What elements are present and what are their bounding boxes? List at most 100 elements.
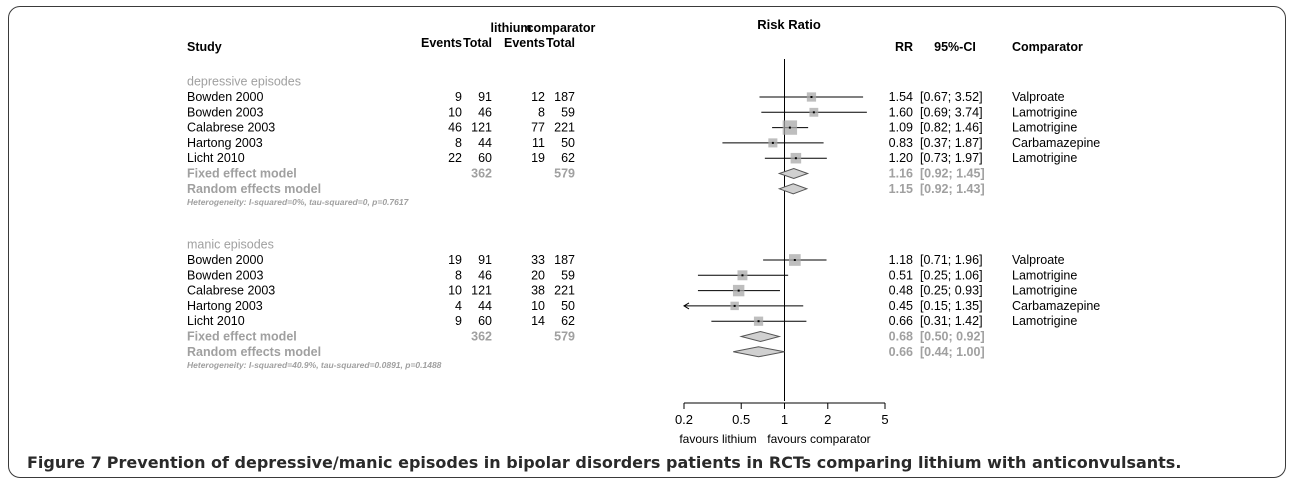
manic-2-total-comparator: 221 — [554, 284, 575, 298]
depressive-4-total-comparator: 62 — [561, 151, 575, 165]
depressive-heterogeneity: Heterogeneity: I-squared=0%, tau-squared… — [187, 197, 410, 207]
caption-text: Prevention of depressive/manic episodes … — [106, 453, 1182, 472]
manic-4-study: Licht 2010 — [187, 314, 245, 328]
manic-3-events-comparator: 10 — [531, 299, 545, 313]
depressive-4-comparator: Lamotrigine — [1012, 151, 1077, 165]
depressive-2-study: Calabrese 2003 — [187, 121, 275, 135]
depressive-1-events-comparator: 8 — [538, 105, 545, 119]
depressive-random-rr: 1.15 — [889, 182, 913, 196]
depressive-fixed-ci: [0.92; 1.45] — [920, 167, 985, 181]
manic-0-events-lithium: 19 — [448, 253, 462, 267]
depressive-4-study: Licht 2010 — [187, 151, 245, 165]
manic-1-rr: 0.51 — [889, 268, 913, 282]
header-events-lithium: Events — [421, 36, 462, 50]
manic-2-study: Calabrese 2003 — [187, 284, 275, 298]
header-rr: RR — [895, 40, 913, 54]
manic-4-rr: 0.66 — [889, 314, 913, 328]
depressive-0-total-comparator: 187 — [554, 90, 575, 104]
manic-3-total-lithium: 44 — [478, 299, 492, 313]
x-tick-label-2: 1 — [781, 412, 788, 427]
depressive-2-point — [788, 126, 791, 129]
depressive-4-ci: [0.73; 1.97] — [920, 151, 983, 165]
manic-3-comparator: Carbamazepine — [1012, 299, 1100, 313]
figure-frame: lithium comparator Risk Ratio Study Events To… — [8, 6, 1286, 478]
manic-0-point — [793, 259, 796, 261]
manic-1-total-comparator: 59 — [561, 268, 575, 282]
manic-4-events-comparator: 14 — [531, 314, 545, 328]
manic-0-events-comparator: 33 — [531, 253, 545, 267]
depressive-4-events-lithium: 22 — [448, 151, 462, 165]
depressive-4-events-comparator: 19 — [531, 151, 545, 165]
manic-random-label: Random effects model — [187, 345, 321, 359]
manic-4-events-lithium: 9 — [455, 314, 462, 328]
manic-3-ci: [0.15; 1.35] — [920, 299, 983, 313]
depressive-fixed-label: Fixed effect model — [187, 167, 297, 181]
depressive-random-ci: [0.92; 1.43] — [920, 182, 985, 196]
depressive-1-events-lithium: 10 — [448, 105, 462, 119]
header-total-comparator: Total — [546, 36, 575, 50]
depressive-fixed-total-comparator: 579 — [554, 167, 575, 181]
manic-3-ci-arrow — [683, 302, 690, 310]
depressive-2-total-comparator: 221 — [554, 121, 575, 135]
manic-1-study: Bowden 2003 — [187, 268, 264, 282]
manic-1-point — [741, 274, 744, 277]
header-comparator-col: Comparator — [1012, 40, 1083, 54]
manic-0-study: Bowden 2000 — [187, 253, 264, 267]
manic-fixed-diamond — [739, 330, 782, 343]
depressive-2-ci: [0.82; 1.46] — [920, 121, 983, 135]
header-ci: 95%-CI — [934, 40, 976, 54]
depressive-3-study: Hartong 2003 — [187, 136, 263, 150]
x-tick-label-0: 0.2 — [675, 412, 693, 427]
depressive-3-ci: [0.37; 1.87] — [920, 136, 983, 150]
manic-2-ci: [0.25; 0.93] — [920, 284, 983, 298]
depressive-3-total-lithium: 44 — [478, 136, 492, 150]
manic-0-total-lithium: 91 — [478, 253, 492, 267]
depressive-3-total-comparator: 50 — [561, 136, 575, 150]
manic-1-comparator: Lamotrigine — [1012, 268, 1077, 282]
manic-2-total-lithium: 121 — [471, 284, 492, 298]
manic-2-events-lithium: 10 — [448, 284, 462, 298]
manic-fixed-rr: 0.68 — [889, 330, 913, 344]
manic-subgroup-title: manic episodes — [187, 238, 274, 252]
manic-2-events-comparator: 38 — [531, 284, 545, 298]
depressive-0-comparator: Valproate — [1012, 90, 1065, 104]
depressive-3-events-lithium: 8 — [455, 136, 462, 150]
depressive-1-point — [812, 111, 815, 114]
header-study: Study — [187, 40, 222, 54]
manic-3-events-lithium: 4 — [455, 299, 462, 313]
depressive-1-total-comparator: 59 — [561, 105, 575, 119]
manic-3-total-comparator: 50 — [561, 299, 575, 313]
manic-4-total-comparator: 62 — [561, 314, 575, 328]
manic-fixed-total-comparator: 579 — [554, 330, 575, 344]
depressive-0-events-comparator: 12 — [531, 90, 545, 104]
manic-1-total-lithium: 46 — [478, 268, 492, 282]
depressive-1-total-lithium: 46 — [478, 105, 492, 119]
depressive-2-events-lithium: 46 — [448, 121, 462, 135]
header-lithium: lithium — [491, 21, 532, 35]
depressive-fixed-total-lithium: 362 — [471, 167, 492, 181]
header-total-lithium: Total — [463, 36, 492, 50]
manic-3-point — [733, 304, 736, 307]
manic-fixed-label: Fixed effect model — [187, 330, 297, 344]
manic-1-ci: [0.25; 1.06] — [920, 268, 983, 282]
x-label-favours-comparator: favours comparator — [767, 432, 870, 446]
x-tick-label-4: 5 — [881, 412, 888, 427]
manic-fixed-ci: [0.50; 0.92] — [920, 330, 985, 344]
header-risk-ratio: Risk Ratio — [757, 17, 821, 32]
manic-2-point — [737, 289, 740, 292]
manic-random-rr: 0.66 — [889, 345, 913, 359]
depressive-2-rr: 1.09 — [889, 121, 913, 135]
manic-0-comparator: Valproate — [1012, 253, 1065, 267]
manic-1-events-comparator: 20 — [531, 268, 545, 282]
manic-4-ci: [0.31; 1.42] — [920, 314, 983, 328]
depressive-random-diamond — [777, 183, 809, 195]
x-label-favours-lithium: favours lithium — [679, 432, 756, 446]
depressive-1-ci: [0.69; 3.74] — [920, 105, 983, 119]
depressive-0-total-lithium: 91 — [478, 90, 492, 104]
depressive-2-events-comparator: 77 — [531, 121, 545, 135]
manic-4-comparator: Lamotrigine — [1012, 314, 1077, 328]
figure-caption: Figure 7 Prevention of depressive/manic … — [27, 453, 1181, 472]
depressive-3-comparator: Carbamazepine — [1012, 136, 1100, 150]
manic-0-rr: 1.18 — [889, 253, 913, 267]
